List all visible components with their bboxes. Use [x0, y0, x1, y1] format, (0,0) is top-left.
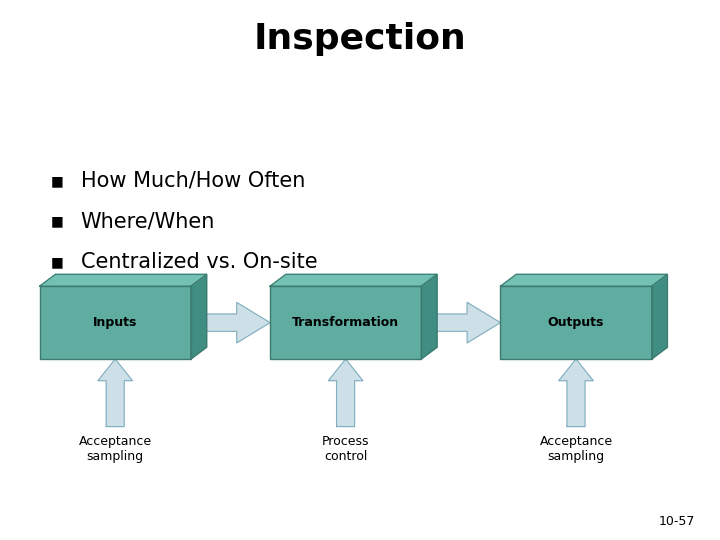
- Text: Process
control: Process control: [322, 435, 369, 463]
- FancyBboxPatch shape: [500, 286, 652, 359]
- Text: Acceptance
sampling: Acceptance sampling: [78, 435, 152, 463]
- Polygon shape: [328, 359, 363, 427]
- Polygon shape: [559, 359, 593, 427]
- Text: Outputs: Outputs: [548, 316, 604, 329]
- Text: Centralized vs. On-site: Centralized vs. On-site: [81, 252, 318, 272]
- FancyBboxPatch shape: [270, 286, 421, 359]
- Polygon shape: [40, 274, 207, 286]
- Text: ■: ■: [50, 214, 63, 228]
- Text: Inputs: Inputs: [93, 316, 138, 329]
- Polygon shape: [421, 302, 500, 343]
- Polygon shape: [191, 274, 207, 359]
- Text: Where/When: Where/When: [81, 211, 215, 232]
- FancyBboxPatch shape: [40, 286, 191, 359]
- Text: Inspection: Inspection: [253, 22, 467, 56]
- Polygon shape: [421, 274, 437, 359]
- Text: ■: ■: [50, 255, 63, 269]
- Text: Transformation: Transformation: [292, 316, 399, 329]
- Polygon shape: [652, 274, 667, 359]
- Polygon shape: [191, 302, 270, 343]
- Polygon shape: [270, 274, 437, 286]
- Polygon shape: [500, 274, 667, 286]
- Polygon shape: [98, 359, 132, 427]
- Text: ■: ■: [50, 174, 63, 188]
- Text: How Much/How Often: How Much/How Often: [81, 171, 305, 191]
- Text: Acceptance
sampling: Acceptance sampling: [539, 435, 613, 463]
- Text: 10-57: 10-57: [658, 515, 695, 528]
